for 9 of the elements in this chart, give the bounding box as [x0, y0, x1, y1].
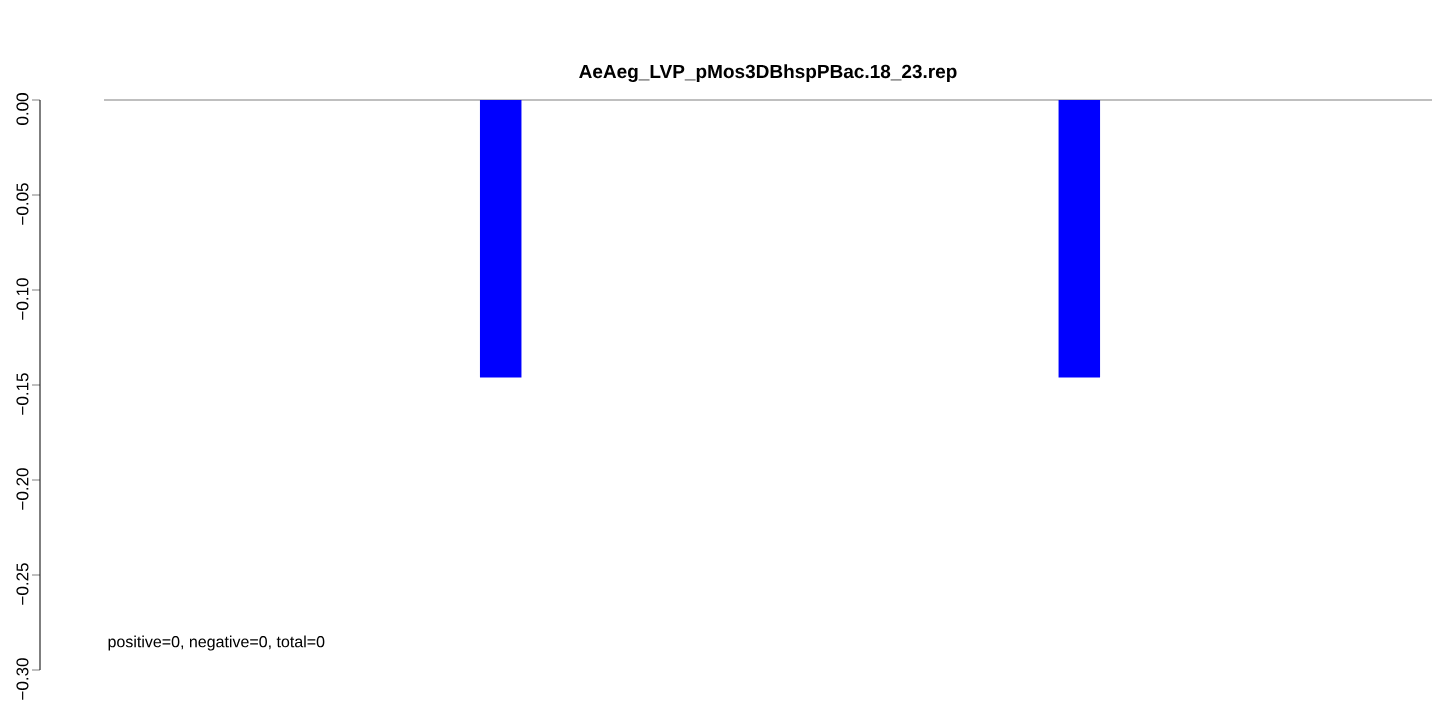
y-tick-label: 0.00 [16, 93, 29, 125]
y-tick-label: −0.05 [16, 183, 29, 225]
annotation: positive=0, negative=0, total=0 [108, 635, 325, 651]
y-tick-label: −0.25 [16, 563, 29, 605]
y-tick-label: −0.30 [16, 658, 29, 700]
y-tick-label: −0.20 [16, 468, 29, 510]
chart-title: AeAeg_LVP_pMos3DBhspPBac.18_23.rep [579, 64, 957, 83]
y-tick-label: −0.15 [16, 373, 29, 415]
y-tick-label: −0.10 [16, 278, 29, 320]
